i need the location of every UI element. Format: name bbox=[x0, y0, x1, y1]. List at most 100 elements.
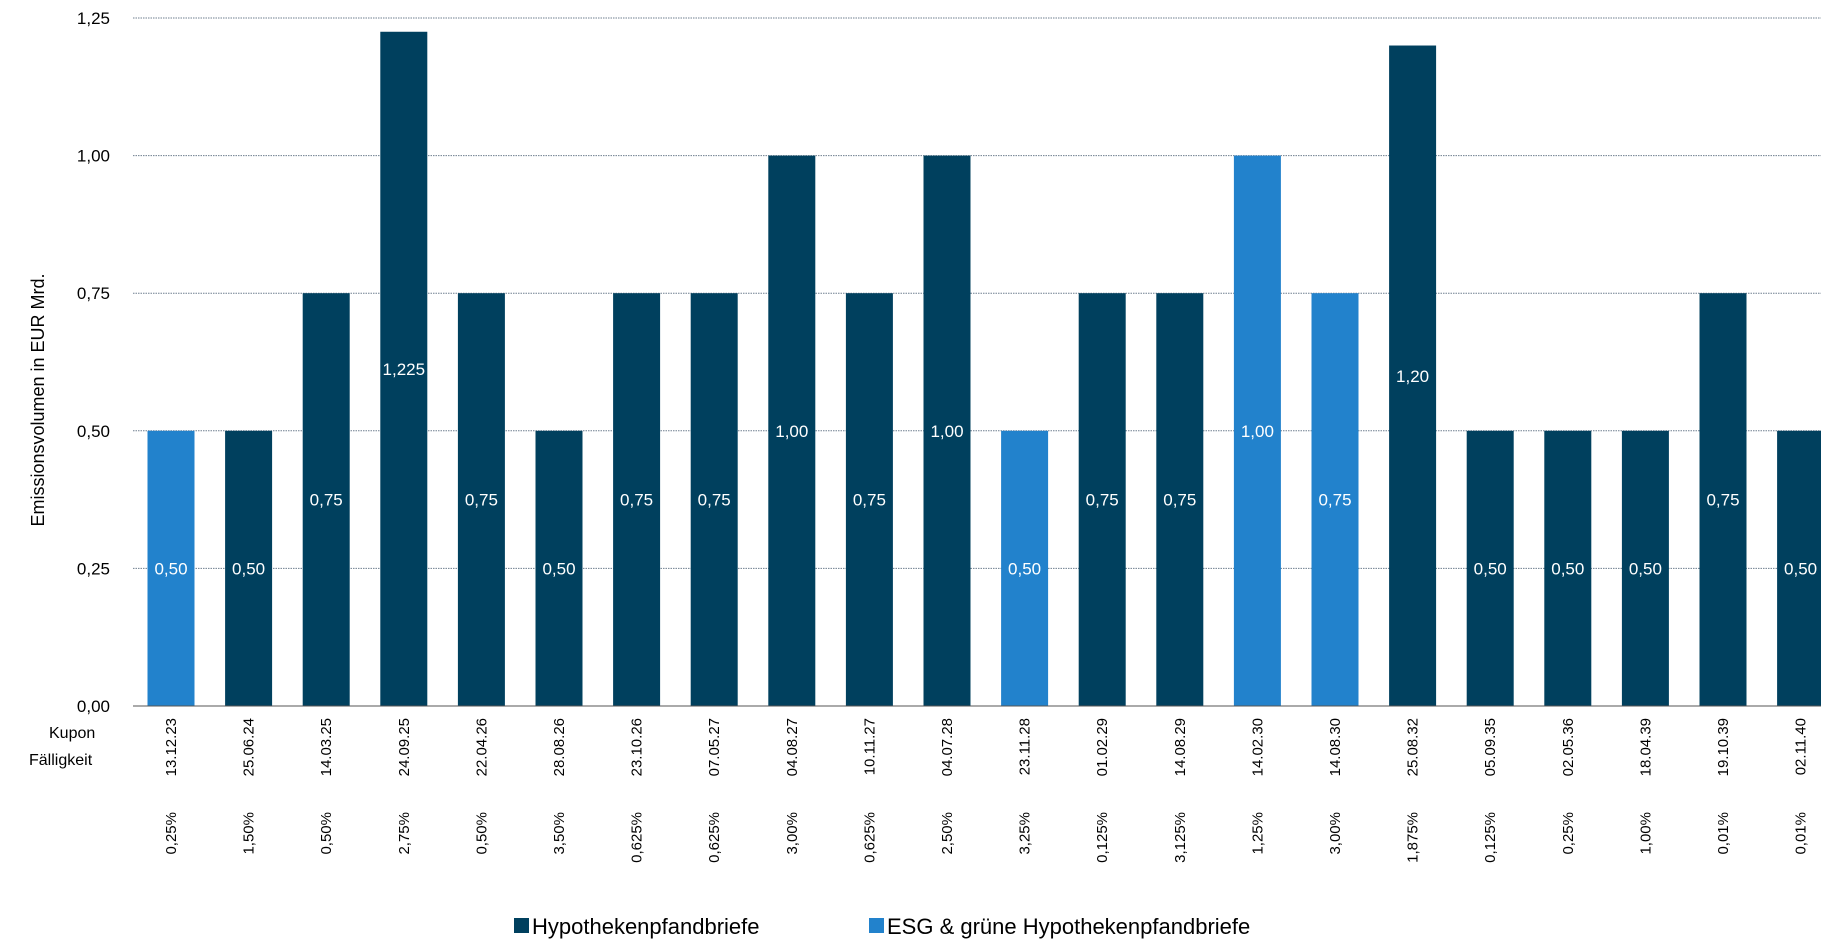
coupon-label: 3,00% bbox=[1327, 812, 1344, 855]
bar bbox=[457, 293, 505, 706]
bar bbox=[1156, 293, 1204, 706]
bar bbox=[613, 293, 661, 706]
maturity-date-label: 02.05.36 bbox=[1560, 718, 1577, 776]
coupon-label: 1,875% bbox=[1405, 812, 1422, 863]
coupon-label: 1,25% bbox=[1249, 812, 1266, 855]
bar bbox=[302, 293, 350, 706]
maturity-date-label: 23.11.28 bbox=[1017, 718, 1034, 775]
y-tick-label: 0,50 bbox=[77, 422, 110, 441]
data-label: 0,75 bbox=[1706, 491, 1739, 510]
data-label: 1,20 bbox=[1396, 367, 1429, 386]
coupon-label: 0,125% bbox=[1094, 812, 1111, 863]
bar bbox=[1699, 293, 1747, 706]
legend-label-esg: ESG & grüne Hypothekenpfandbriefe bbox=[887, 914, 1250, 939]
y-tick-label: 0,25 bbox=[77, 559, 110, 578]
coupon-label: 0,625% bbox=[706, 812, 723, 863]
maturity-date-label: 19.10.39 bbox=[1715, 718, 1732, 776]
maturity-date-label: 14.03.25 bbox=[318, 718, 335, 776]
data-label: 0,50 bbox=[154, 559, 187, 578]
y-tick-label: 0,00 bbox=[77, 697, 110, 716]
maturity-date-label: 04.07.28 bbox=[939, 718, 956, 776]
coupon-labels: 0,25% 1,50% 0,50% 2,75% 0,50% 3,50% 0,625% 0,62… bbox=[163, 812, 1810, 863]
data-labels: 0,50 0,50 0,75 1,225 0,75 0,50 0,75 0,75 1,00 0,7… bbox=[154, 360, 1817, 579]
y-tick-label: 1,25 bbox=[77, 9, 110, 28]
bar bbox=[225, 430, 273, 706]
maturity-date-label: 18.04.39 bbox=[1637, 718, 1654, 776]
bar bbox=[1233, 155, 1281, 707]
maturity-date-labels: 13.12.23 25.06.24 14.03.25 24.09.25 22.04.26… bbox=[163, 718, 1810, 776]
bar bbox=[768, 155, 816, 707]
data-label: 0,50 bbox=[542, 559, 575, 578]
data-label: 0,75 bbox=[1318, 491, 1351, 510]
bar bbox=[1544, 430, 1592, 706]
coupon-label: 2,50% bbox=[939, 812, 956, 855]
coupon-label: 2,75% bbox=[396, 812, 413, 855]
coupon-label: 0,25% bbox=[163, 812, 180, 855]
data-label: 1,225 bbox=[383, 360, 426, 379]
maturity-date-label: 14.08.29 bbox=[1172, 718, 1189, 776]
data-label: 0,50 bbox=[1629, 559, 1662, 578]
maturity-date-label: 01.02.29 bbox=[1094, 718, 1111, 776]
bar bbox=[1078, 293, 1126, 706]
data-label: 1,00 bbox=[775, 422, 808, 441]
data-label: 0,75 bbox=[1086, 491, 1119, 510]
maturity-date-label: 23.10.26 bbox=[629, 718, 646, 776]
coupon-label: 0,50% bbox=[318, 812, 335, 855]
coupon-label: 3,25% bbox=[1017, 812, 1034, 855]
data-label: 0,50 bbox=[1784, 559, 1817, 578]
data-label: 0,50 bbox=[1008, 559, 1041, 578]
bar bbox=[690, 293, 738, 706]
maturity-date-label: 22.04.26 bbox=[473, 718, 490, 776]
y-tick-label: 0,75 bbox=[77, 284, 110, 303]
data-label: 0,75 bbox=[853, 491, 886, 510]
row-label-faelligkeit: Fälligkeit bbox=[29, 752, 93, 769]
data-label: 0,75 bbox=[1163, 491, 1196, 510]
maturity-date-label: 25.06.24 bbox=[241, 718, 258, 776]
bar bbox=[1621, 430, 1669, 706]
y-axis-ticks: 0,00 0,25 0,50 0,75 1,00 1,25 bbox=[77, 9, 110, 716]
coupon-label: 3,125% bbox=[1172, 812, 1189, 863]
maturity-date-label: 05.09.35 bbox=[1482, 718, 1499, 776]
bars bbox=[147, 31, 1821, 707]
data-label: 0,75 bbox=[310, 491, 343, 510]
data-label: 0,50 bbox=[232, 559, 265, 578]
bar bbox=[1389, 45, 1437, 706]
data-label: 0,75 bbox=[698, 491, 731, 510]
y-tick-label: 1,00 bbox=[77, 147, 110, 166]
bar bbox=[1777, 430, 1821, 706]
maturity-date-label: 24.09.25 bbox=[396, 718, 413, 776]
maturity-date-label: 14.08.30 bbox=[1327, 718, 1344, 776]
coupon-label: 0,01% bbox=[1793, 812, 1810, 855]
coupon-label: 0,625% bbox=[629, 812, 646, 863]
maturity-date-label: 02.11.40 bbox=[1793, 718, 1810, 775]
bar bbox=[1466, 430, 1514, 706]
maturity-date-label: 10.11.27 bbox=[861, 718, 878, 775]
bar bbox=[1311, 293, 1359, 706]
coupon-label: 0,625% bbox=[861, 812, 878, 863]
legend-swatch-hypothekenpfandbriefe bbox=[514, 918, 529, 933]
coupon-label: 1,00% bbox=[1637, 812, 1654, 855]
legend-swatch-esg bbox=[869, 918, 884, 933]
data-label: 1,00 bbox=[1241, 422, 1274, 441]
coupon-label: 3,00% bbox=[784, 812, 801, 855]
maturity-date-label: 13.12.23 bbox=[163, 718, 180, 776]
coupon-label: 0,25% bbox=[1560, 812, 1577, 855]
maturity-date-label: 07.05.27 bbox=[706, 718, 723, 776]
bar bbox=[535, 430, 583, 706]
data-label: 0,75 bbox=[465, 491, 498, 510]
coupon-label: 1,50% bbox=[241, 812, 258, 855]
data-label: 1,00 bbox=[930, 422, 963, 441]
bar bbox=[147, 430, 195, 706]
y-axis-label: Emissionsvolumen in EUR Mrd. bbox=[28, 273, 48, 526]
data-label: 0,50 bbox=[1551, 559, 1584, 578]
coupon-label: 0,01% bbox=[1715, 812, 1732, 855]
row-label-kupon: Kupon bbox=[49, 725, 95, 742]
data-label: 0,50 bbox=[1474, 559, 1507, 578]
maturity-date-label: 25.08.32 bbox=[1405, 718, 1422, 776]
legend: Hypothekenpfandbriefe ESG & grüne Hypoth… bbox=[514, 914, 1250, 939]
maturity-date-label: 14.02.30 bbox=[1249, 718, 1266, 776]
coupon-label: 0,125% bbox=[1482, 812, 1499, 863]
legend-label-hypothekenpfandbriefe: Hypothekenpfandbriefe bbox=[532, 914, 760, 939]
maturity-date-label: 28.08.26 bbox=[551, 718, 568, 776]
